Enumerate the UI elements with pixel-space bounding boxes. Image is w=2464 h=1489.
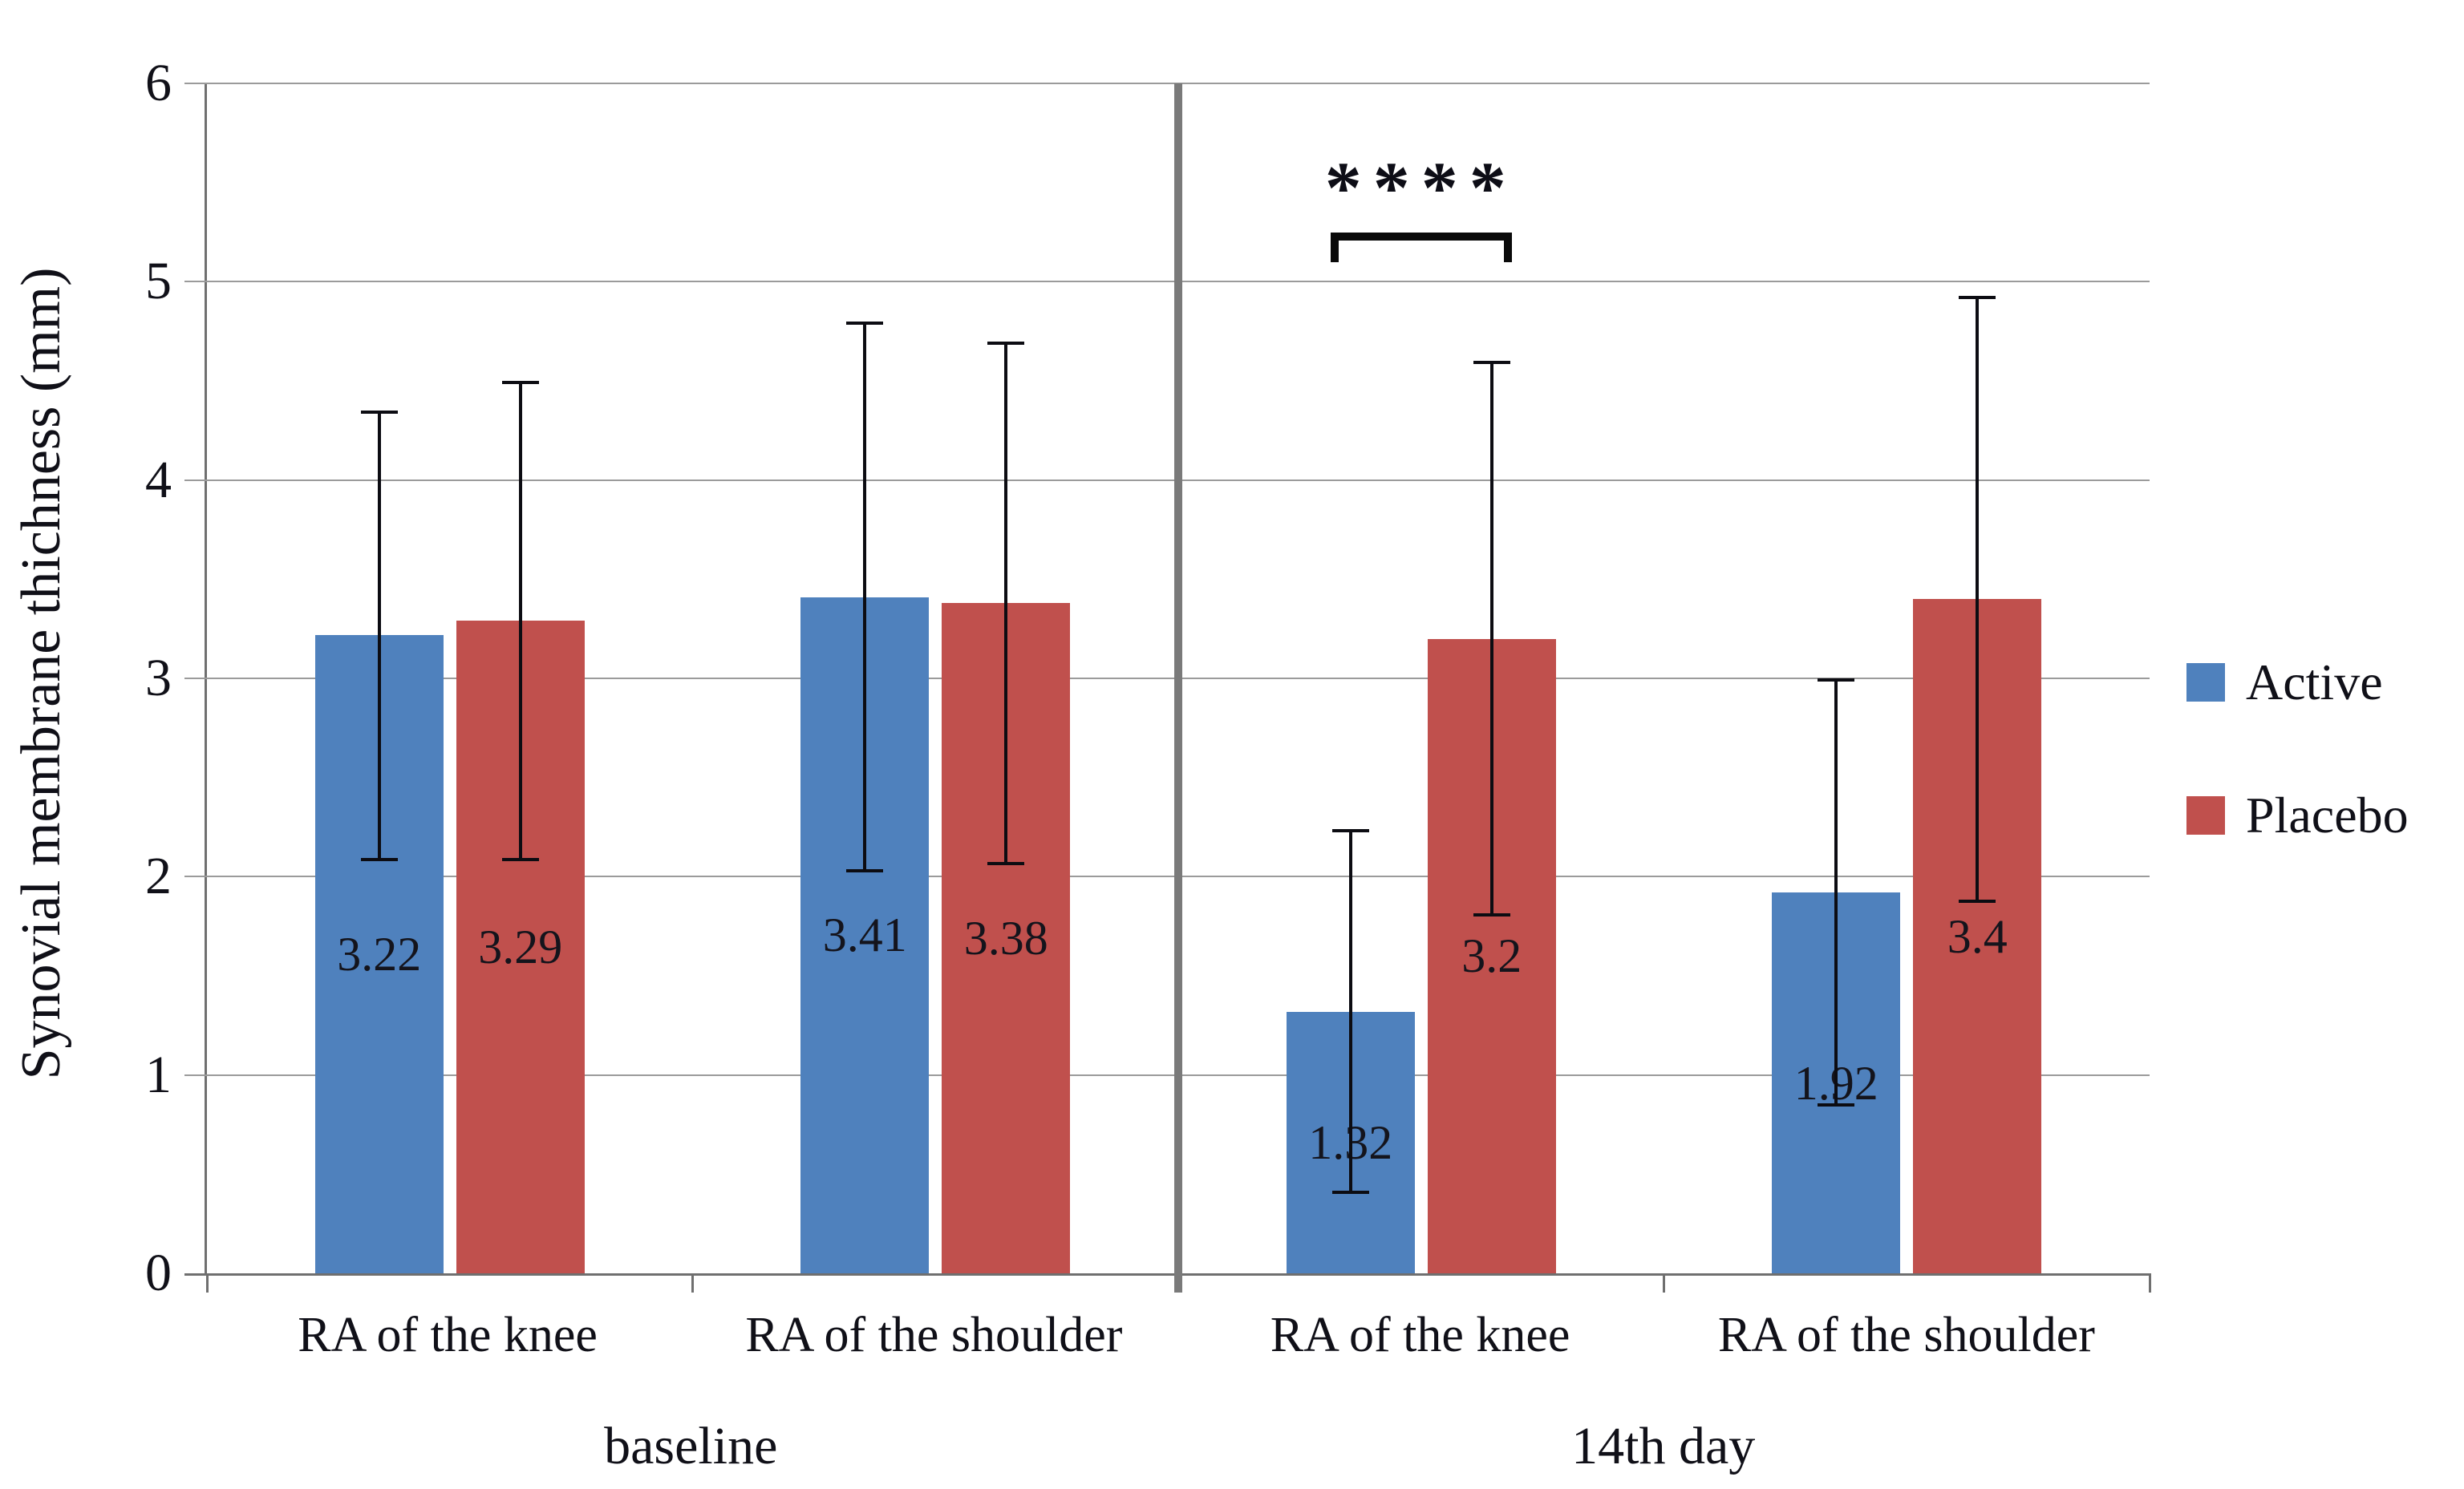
error-bar-cap-top (1818, 678, 1855, 682)
category-axis-tick (1663, 1273, 1665, 1293)
error-bar-cap-top (1473, 361, 1510, 365)
legend-label: Active (2246, 653, 2383, 710)
error-bar-cap-top (1959, 295, 1996, 299)
significance-bracket (1330, 232, 1512, 262)
category-slot: 1.92 3.4 (1664, 83, 2150, 1273)
error-bar-line (518, 381, 522, 861)
group-label: baseline (604, 1417, 778, 1475)
gridline (184, 83, 2150, 84)
category-label: RA of the knee (298, 1308, 598, 1362)
error-bar-cap-bottom (1818, 1103, 1855, 1107)
legend-label: Placebo (2246, 787, 2409, 844)
legend-swatch-placebo (2186, 796, 2225, 835)
error-bar-cap-bottom (360, 857, 398, 861)
y-tick-label: 2 (145, 847, 172, 906)
bar-wrap: 3.38 (942, 83, 1071, 1273)
error-bar-line (1834, 678, 1838, 1107)
panel-divider (1174, 83, 1182, 1293)
error-bar-line (1004, 341, 1008, 865)
legend-item-active: Active (2186, 653, 2409, 712)
y-axis-title: Synovial membrane thichness (mm) (10, 267, 72, 1080)
y-tick-label: 0 (145, 1244, 172, 1302)
y-axis-tick (184, 1273, 207, 1276)
bar-value-label: 3.4 (1947, 909, 2008, 963)
category-slot: 3.41 3.38 (693, 83, 1179, 1273)
error-bar-cap-top (987, 341, 1025, 345)
error-bar-cap-bottom (987, 861, 1025, 865)
gridline (184, 1074, 2150, 1076)
bar-wrap: 1.92 (1772, 83, 1901, 1273)
panels: 3.22 3.29 3.41 3.38 1.32 3.2 1.92 3.4 (207, 83, 2150, 1273)
category-slot: 3.22 3.29 (207, 83, 693, 1273)
error-bar-cap-bottom (1959, 899, 1996, 903)
legend: Active Placebo (2186, 653, 2409, 845)
y-tick-label: 1 (145, 1045, 172, 1104)
error-bar-line (1348, 829, 1352, 1195)
error-bar-line (377, 411, 381, 861)
bar-wrap: 3.22 (314, 83, 444, 1273)
bar-value-label: 3.38 (963, 912, 1048, 965)
bar-value-label: 3.29 (478, 921, 563, 974)
group-panel: 3.22 3.29 3.41 3.38 (207, 83, 1178, 1273)
error-bar-cap-bottom (501, 857, 539, 861)
category-label: RA of the knee (1270, 1308, 1570, 1362)
error-bar-cap-bottom (1473, 912, 1510, 916)
group-panel: 1.32 3.2 1.92 3.4 (1178, 83, 2150, 1273)
category-slot: 1.32 3.2 (1178, 83, 1664, 1273)
gridline (184, 876, 2150, 878)
category-axis-tick (691, 1273, 694, 1293)
error-bar-cap-bottom (1331, 1191, 1369, 1195)
error-bar-cap-top (846, 321, 884, 325)
error-bar-line (1976, 295, 1980, 903)
gridline (184, 678, 2150, 679)
category-axis-tick (205, 1273, 209, 1293)
category-axis-labels: RA of the knee RA of the shoulder RA of th… (205, 1307, 2150, 1364)
bar-active: 3.41 (800, 597, 930, 1273)
bar-value-label: 3.2 (1461, 929, 1522, 983)
bar-value-label: 3.41 (822, 908, 907, 962)
error-bar-cap-top (501, 381, 539, 385)
plot-area: 0 1 2 3 4 5 6 3.22 3.29 3.41 3.38 1.32 3.2 1.92 3.4 ***… (145, 57, 2151, 1300)
legend-swatch-active (2186, 663, 2225, 702)
bar-wrap: 3.4 (1913, 83, 2042, 1273)
y-tick-label: 3 (145, 649, 172, 707)
error-bar-line (863, 321, 867, 873)
significance-stars: **** (1324, 146, 1518, 229)
group-axis-labels: baseline 14th day (205, 1416, 2150, 1477)
category-label: RA of the shoulder (1717, 1308, 2095, 1362)
y-tick-label: 4 (145, 450, 172, 509)
gridline (184, 479, 2150, 481)
category-axis-tick (2148, 1273, 2151, 1293)
bar-wrap: 3.29 (456, 83, 585, 1273)
bar-wrap: 1.32 (1286, 83, 1415, 1273)
legend-item-placebo: Placebo (2186, 786, 2409, 845)
gridline (184, 281, 2150, 283)
bar-wrap: 3.2 (1427, 83, 1556, 1273)
category-label: RA of the shoulder (745, 1308, 1123, 1362)
y-tick-label: 5 (145, 252, 172, 311)
error-bar-cap-top (360, 411, 398, 415)
group-label: 14th day (1571, 1417, 1756, 1475)
error-bar-cap-top (1331, 829, 1369, 832)
bar-wrap: 3.41 (800, 83, 930, 1273)
error-bar-cap-bottom (846, 869, 884, 873)
y-tick-label: 6 (145, 54, 172, 112)
error-bar-line (1489, 361, 1493, 916)
bar-value-label: 3.22 (337, 927, 422, 981)
